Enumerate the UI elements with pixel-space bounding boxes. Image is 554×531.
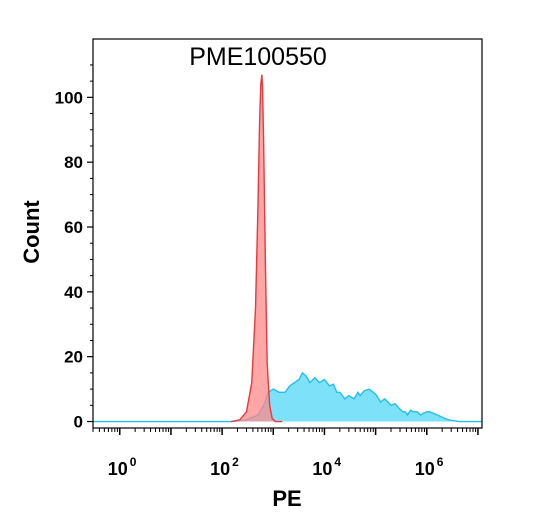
- series-layer: [93, 74, 482, 423]
- y-tick-label: 60: [64, 218, 83, 237]
- y-axis-label: Count: [19, 200, 44, 264]
- series-1-area: [93, 372, 482, 422]
- x-tick-label: 10: [210, 459, 230, 479]
- y-tick-label: 0: [74, 413, 83, 432]
- y-tick-label: 80: [64, 153, 83, 172]
- x-tick-exponent: 2: [232, 455, 239, 469]
- x-tick-label: 10: [312, 459, 332, 479]
- x-tick-exponent: 6: [437, 455, 444, 469]
- series-0-area: [231, 74, 283, 422]
- x-tick-label: 10: [108, 459, 128, 479]
- x-tick-exponent: 4: [334, 455, 341, 469]
- y-tick-label: 20: [64, 348, 83, 367]
- series-1-line: [93, 371, 482, 423]
- y-tick-label: 100: [55, 88, 83, 107]
- x-tick-label: 10: [415, 459, 435, 479]
- plot-frame: [92, 38, 483, 429]
- x-tick-exponent: 0: [130, 455, 137, 469]
- chart-title: PME100550: [189, 43, 327, 71]
- x-axis-label: PE: [272, 486, 301, 511]
- y-tick-label: 40: [64, 283, 83, 302]
- series-0-line: [230, 74, 283, 423]
- x-axis: 10 0 10 2 10 4 10 6: [92, 428, 479, 479]
- y-axis: 0 20 40 60 80 100: [55, 64, 93, 432]
